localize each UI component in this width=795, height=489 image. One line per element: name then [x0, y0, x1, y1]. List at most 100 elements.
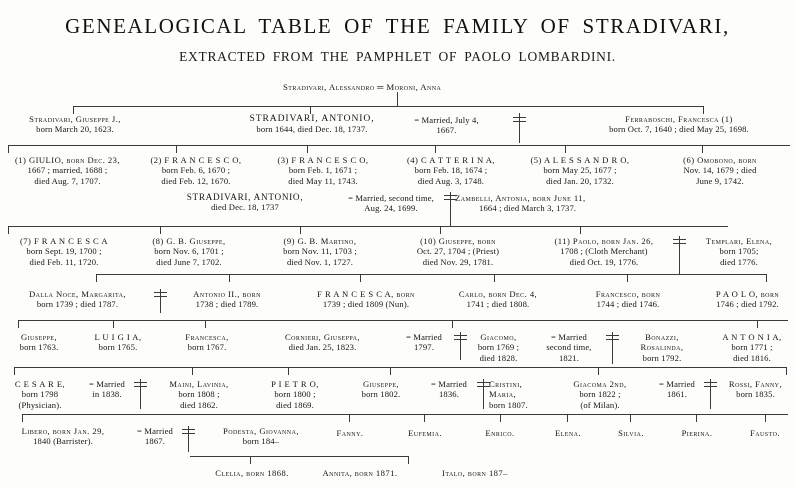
- node-child-6-omobono: (6) Omobono, born Nov. 14, 1679 ; died J…: [683, 155, 757, 186]
- connector-gen6-tick-7: [696, 414, 697, 422]
- node-antonio-second-marriage: STRADIVARI, ANTONIO, died Dec. 18, 1737: [186, 192, 304, 213]
- connector-gen5-tick-4: [390, 367, 391, 375]
- connector-gen1-tick-2: [310, 106, 311, 114]
- node-pierina: Pierina.: [681, 428, 713, 438]
- connector-gen2a-tick-3: [307, 145, 308, 153]
- node-elena: Elena.: [554, 428, 582, 438]
- connector-gen2a-tick-2: [176, 145, 177, 153]
- connector-marriage-bar-4: [160, 289, 161, 313]
- connector-gen5-tick-1: [14, 367, 15, 375]
- node-child-1-giulio: (1) GIULIO, born Dec. 23, 1667 ; married…: [14, 155, 121, 186]
- node-marriage-1: = Married, July 4, 1667.: [414, 115, 479, 136]
- node-giacoma-2nd: Giacoma 2nd, born 1822 ; (of Milan).: [573, 379, 627, 410]
- node-bonazzi-rosalinda: Bonazzi, Rosalinda, born 1792.: [640, 332, 684, 363]
- connector-gen2a-rule: [8, 145, 790, 146]
- connector-gen7-rule: [190, 456, 408, 457]
- connector-marriage-bar-5: [460, 332, 461, 360]
- connector-gen5-tick-6: [786, 367, 787, 375]
- connector-gen2a-tick-5: [565, 145, 566, 153]
- connector-gen3-tick-5: [627, 274, 628, 282]
- node-rossi-fanny: Rossi, Fanny, born 1835.: [728, 379, 783, 400]
- connector-marriage-mark-4a: [154, 292, 167, 293]
- connector-marriage-bar-6: [612, 332, 613, 364]
- node-giuseppe-1763: Giuseppe, born 1763.: [19, 332, 59, 353]
- connector-gen7-tick-1: [250, 456, 251, 464]
- connector-marriage-bar-2: [450, 192, 451, 226]
- connector-marriage-mark-5a: [454, 335, 467, 336]
- node-zambelli-antonia: Zambelli, Antonia, born June 11, 1664 ; …: [455, 193, 586, 214]
- node-antonio-ii: Antonio II., born 1738 ; died 1789.: [193, 289, 261, 310]
- node-marriage-4: = Married 1797.: [405, 332, 443, 353]
- connector-gen2b-rule: [8, 226, 728, 227]
- connector-gen2a-tick-4: [435, 145, 436, 153]
- connector-gen1-tick-3: [703, 106, 704, 114]
- connector-gen6-tick-5: [567, 414, 568, 422]
- node-marriage-9: = Married 1867.: [136, 426, 174, 447]
- node-child-5-alessandro: (5) A L E S S A N D R O, born May 25, 16…: [530, 155, 630, 186]
- connector-marriage-mark-1a: [513, 117, 526, 118]
- connector-gen2a-tick-1: [8, 145, 9, 153]
- node-eufemia: Eufemia.: [408, 428, 442, 438]
- node-enrico: Enrico.: [485, 428, 515, 438]
- connector-gen3-tick-2: [229, 274, 230, 282]
- connector-gen4-tick-5: [757, 320, 758, 328]
- connector-marriage-bar-8: [483, 379, 484, 409]
- connector-marriage-bar-7: [140, 379, 141, 409]
- node-antonia-1771: A N T O N I A, born 1771 ; died 1816.: [722, 332, 782, 363]
- connector-gen2b-tick-1: [8, 226, 9, 234]
- connector-gen5-tick-2: [192, 367, 193, 375]
- connector-gen2b-tick-3: [300, 226, 301, 234]
- node-silvia: Silvia.: [618, 428, 644, 438]
- connector-marriage-mark-8a: [477, 382, 490, 383]
- node-fanny: Fanny.: [336, 428, 364, 438]
- node-giuseppe-j: Stradivari, Giuseppe J., born March 20, …: [29, 114, 121, 135]
- node-dalla-noce-margarita: Dalla Noce, Margarita, born 1739 ; died …: [28, 289, 127, 310]
- connector-marriage-bar-1: [519, 113, 520, 143]
- connector-gen4-tick-2: [113, 320, 114, 328]
- connector-marriage-mark-5b: [454, 339, 467, 340]
- page-title: GENEALOGICAL TABLE OF THE FAMILY OF STRA…: [65, 14, 730, 38]
- connector-gen2b-tick-4: [440, 226, 441, 234]
- node-marriage-8: = Married 1861.: [658, 379, 696, 400]
- node-libero: Libero, born Jan. 29, 1840 (Barrister).: [21, 426, 105, 447]
- connector-marriage-bar-9: [710, 379, 711, 409]
- node-francesco-1744: Francesco, born 1744 ; died 1746.: [595, 289, 661, 310]
- node-fausto: Fausto.: [750, 428, 780, 438]
- connector-marriage-mark-7b: [134, 386, 147, 387]
- node-child-4-catterina: (4) C A T T E R I N A, born Feb. 18, 167…: [406, 155, 496, 186]
- connector-marriage-bar-10: [188, 426, 189, 452]
- connector-marriage-mark-3a: [673, 239, 686, 240]
- node-francesca-nun: F R A N C E S C A, born 1739 ; died 1809…: [317, 289, 415, 310]
- connector-gen6-tick-8: [765, 414, 766, 422]
- node-marriage-7: = Married 1836.: [430, 379, 468, 400]
- connector-marriage-mark-2a: [444, 195, 457, 196]
- node-ferraboschi-francesca: Ferraboschi, Francesca (1) born Oct. 7, …: [609, 114, 749, 135]
- node-italo: Italo, born 187–: [442, 468, 508, 478]
- connector-gen5-tick-3: [288, 367, 289, 375]
- node-giuseppe-1802: Giuseppe, born 1802.: [361, 379, 401, 400]
- node-templari-elena: Templari, Elena, born 1705; died 1776.: [705, 236, 773, 267]
- connector-gen3-tick-1: [96, 274, 97, 282]
- node-cornieri-giuseppa: Cornieri, Giuseppa, died Jan. 25, 1823.: [284, 332, 361, 353]
- node-child-11-paolo: (11) Paolo, born Jan. 26, 1708 ; (Cloth …: [554, 236, 654, 267]
- node-francesca-1767: Francesca, born 1767.: [185, 332, 229, 353]
- node-podesta-giovanna: Podesta, Giovanna, born 184–: [223, 426, 299, 447]
- connector-gen1-tick-1: [73, 106, 74, 114]
- root-couple: Stradivari, Alessandro ═ Moroni, Anna: [283, 82, 442, 92]
- connector-marriage-mark-1b: [513, 121, 526, 122]
- node-paolo-1746: P A O L O, born 1746 ; died 1792.: [715, 289, 780, 310]
- node-carlo: Carlo, born Dec. 4, 1741 ; died 1808.: [458, 289, 538, 310]
- node-annita: Annita, born 1871.: [322, 468, 398, 478]
- connector-marriage-mark-8b: [477, 386, 490, 387]
- node-child-8-gb-giuseppe: (8) G. B. Giuseppe, born Nov. 6, 1701 ; …: [152, 236, 226, 267]
- node-cesare-1798: C E S A R E, born 1798 (Physician).: [14, 379, 66, 410]
- connector-gen5-rule: [14, 367, 786, 368]
- node-child-10-giuseppe: (10) Giuseppe, born Oct. 27, 1704 ; (Pri…: [416, 236, 500, 267]
- connector-gen3-tick-4: [494, 274, 495, 282]
- node-marriage-5: = Married second time, 1821.: [546, 332, 592, 363]
- node-cristini-maria: Cristini, Maria, born 1807.: [489, 379, 528, 410]
- connector-marriage-mark-3b: [673, 243, 686, 244]
- node-child-9-gb-martino: (9) G. B. Martino, born Nov. 11, 1703 ; …: [283, 236, 357, 267]
- connector-gen6-tick-6: [630, 414, 631, 422]
- connector-gen6-tick-2: [349, 414, 350, 422]
